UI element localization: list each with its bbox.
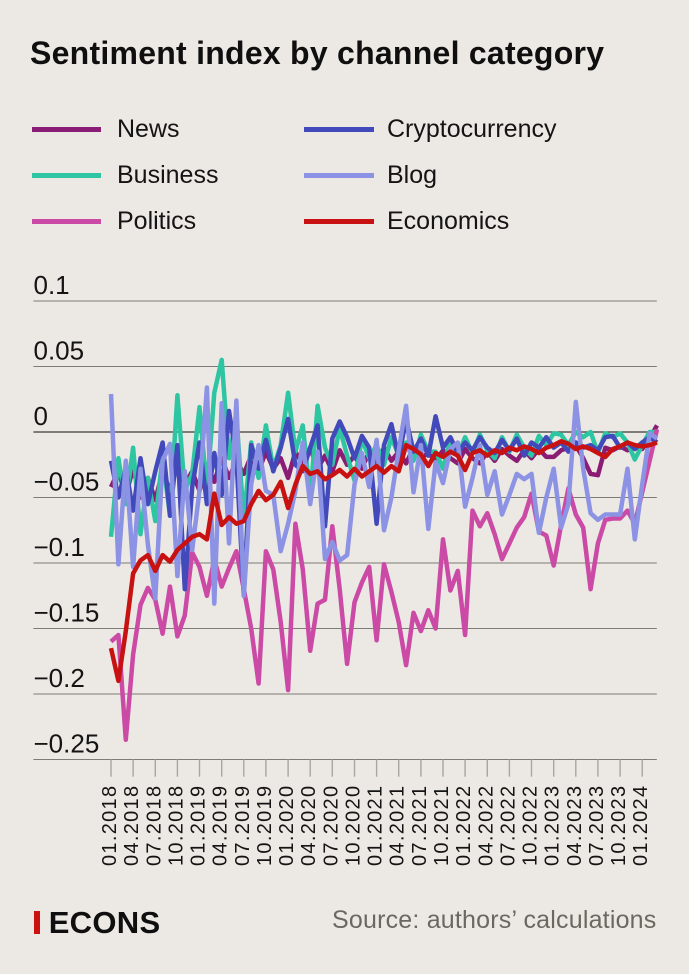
svg-text:01.2018: 01.2018 [99, 785, 121, 866]
svg-text:0: 0 [34, 401, 48, 431]
svg-text:07.2022: 07.2022 [497, 785, 519, 866]
svg-text:04.2019: 04.2019 [210, 785, 232, 866]
svg-text:10.2020: 10.2020 [343, 785, 365, 866]
svg-text:04.2022: 04.2022 [475, 785, 497, 866]
svg-text:01.2023: 01.2023 [542, 785, 564, 866]
svg-text:10.2018: 10.2018 [165, 785, 187, 866]
svg-text:01.2022: 01.2022 [453, 785, 475, 866]
svg-text:07.2018: 07.2018 [143, 785, 165, 866]
svg-text:07.2021: 07.2021 [409, 785, 431, 866]
svg-text:01.2024: 01.2024 [630, 785, 652, 866]
svg-text:01.2021: 01.2021 [365, 785, 387, 866]
svg-text:10.2022: 10.2022 [520, 785, 542, 866]
svg-text:04.2020: 04.2020 [298, 785, 320, 866]
svg-text:01.2019: 01.2019 [188, 785, 210, 866]
svg-text:0.1: 0.1 [34, 270, 70, 300]
svg-text:07.2019: 07.2019 [232, 785, 254, 866]
svg-text:10.2019: 10.2019 [254, 785, 276, 866]
svg-text:−0.25: −0.25 [34, 729, 100, 759]
svg-text:10.2023: 10.2023 [608, 785, 630, 866]
svg-text:04.2018: 04.2018 [121, 785, 143, 866]
svg-text:07.2023: 07.2023 [586, 785, 608, 866]
svg-text:04.2021: 04.2021 [387, 785, 409, 866]
svg-text:−0.1: −0.1 [34, 532, 85, 562]
svg-text:04.2023: 04.2023 [564, 785, 586, 866]
svg-text:−0.05: −0.05 [34, 467, 100, 497]
svg-text:−0.2: −0.2 [34, 663, 85, 693]
svg-text:−0.15: −0.15 [34, 598, 100, 628]
svg-text:07.2020: 07.2020 [320, 785, 342, 866]
svg-text:10.2021: 10.2021 [431, 785, 453, 866]
svg-text:0.05: 0.05 [34, 336, 85, 366]
svg-text:01.2020: 01.2020 [276, 785, 298, 866]
